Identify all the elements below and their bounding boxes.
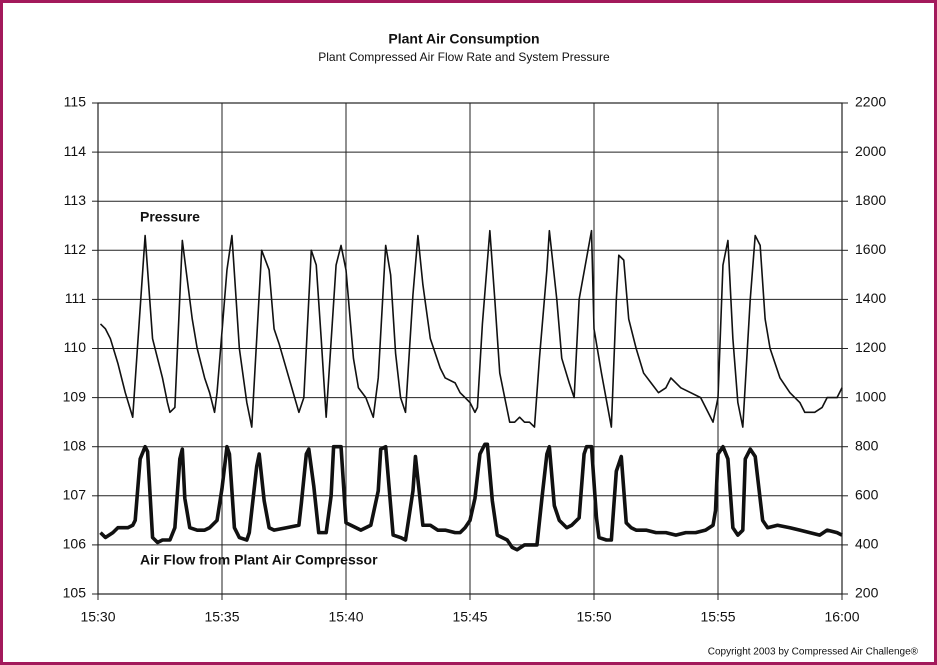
x-tick-label: 16:00 [824, 609, 859, 625]
y2-tick-label: 400 [855, 536, 879, 552]
y-tick-label: 109 [63, 388, 87, 404]
y2-tick-label: 1200 [855, 339, 886, 355]
y2-tick-label: 1400 [855, 290, 886, 306]
x-tick-label: 15:35 [204, 609, 239, 625]
y-tick-label: 115 [64, 94, 87, 110]
y2-tick-label: 1800 [855, 192, 886, 208]
x-tick-label: 15:40 [328, 609, 363, 625]
y-tick-label: 114 [64, 143, 87, 159]
y2-tick-label: 800 [855, 437, 879, 453]
y-tick-label: 112 [64, 241, 87, 257]
y-tick-label: 111 [65, 290, 86, 306]
x-tick-label: 15:30 [80, 609, 115, 625]
copyright: Copyright 2003 by Compressed Air Challen… [708, 647, 919, 658]
chart-subtitle: Plant Compressed Air Flow Rate and Syste… [318, 50, 610, 64]
x-tick-label: 15:55 [700, 609, 735, 625]
y2-tick-label: 1000 [855, 388, 886, 404]
y-tick-label: 107 [63, 487, 87, 503]
y-tick-label: 113 [64, 192, 87, 208]
series-label: Air Flow from Plant Air Compressor [140, 552, 378, 568]
y-tick-label: 106 [63, 536, 87, 552]
y2-tick-label: 2000 [855, 143, 886, 159]
x-tick-label: 15:50 [576, 609, 611, 625]
plot-border [97, 102, 843, 595]
y2-tick-label: 1600 [855, 241, 886, 257]
series-line [99, 442, 843, 552]
y2-tick-label: 2200 [855, 94, 886, 110]
series-label: Pressure [140, 209, 200, 225]
y-tick-label: 110 [64, 339, 87, 355]
y2-tick-label: 600 [855, 487, 879, 503]
y2-tick-label: 200 [855, 585, 879, 601]
chart-title: Plant Air Consumption [388, 31, 539, 47]
y-tick-label: 108 [63, 437, 87, 453]
x-tick-label: 15:45 [452, 609, 487, 625]
series-line [99, 229, 843, 428]
y-tick-label: 105 [63, 585, 87, 601]
